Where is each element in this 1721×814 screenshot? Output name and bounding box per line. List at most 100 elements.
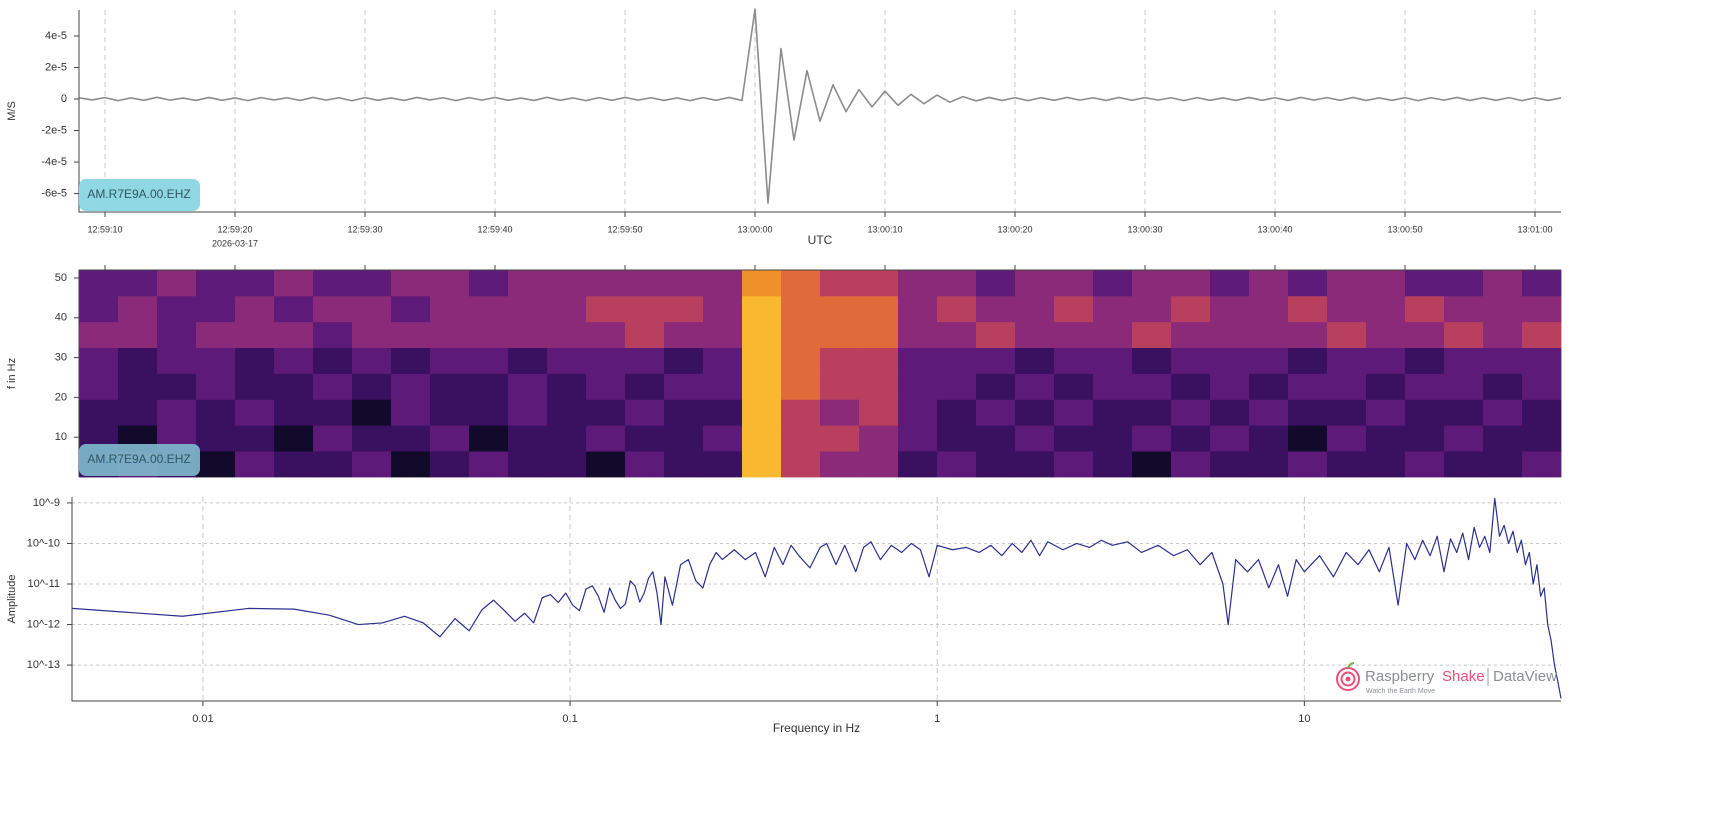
heatmap-cell xyxy=(703,295,743,323)
heatmap-cell xyxy=(586,321,626,349)
heatmap-cell xyxy=(118,270,158,297)
heatmap-cell xyxy=(625,451,665,478)
heatmap-cell xyxy=(937,321,977,349)
heatmap-cell xyxy=(1405,295,1445,323)
heatmap-cell xyxy=(1444,451,1484,478)
heatmap-cell xyxy=(1132,451,1172,478)
heatmap-cell xyxy=(1522,399,1562,426)
heatmap-cell xyxy=(1327,451,1367,478)
heatmap-cell xyxy=(1444,270,1484,297)
heatmap-cell xyxy=(703,321,743,349)
heatmap-cell xyxy=(118,373,158,400)
heatmap-cell xyxy=(469,425,509,452)
heatmap-cell xyxy=(625,295,665,323)
x-tick-label: 12:59:50 xyxy=(607,224,642,234)
heatmap-cell xyxy=(1054,373,1094,400)
heatmap-cell xyxy=(742,425,782,452)
heatmap-cell xyxy=(313,295,353,323)
heatmap-cell xyxy=(1132,373,1172,400)
heatmap-cell xyxy=(898,425,938,452)
heatmap-cell xyxy=(820,399,860,426)
heatmap-cell xyxy=(703,347,743,374)
heatmap-cell xyxy=(508,373,548,400)
heatmap-cell xyxy=(1054,451,1094,478)
heatmap-cell xyxy=(586,425,626,452)
heatmap-cell xyxy=(742,270,782,297)
x-axis-label: Frequency in Hz xyxy=(773,721,860,735)
heatmap-cell xyxy=(1483,425,1523,452)
heatmap-cell xyxy=(1483,399,1523,426)
heatmap-cell xyxy=(1015,373,1055,400)
heatmap-cell xyxy=(781,399,821,426)
heatmap-cell xyxy=(352,399,392,426)
heatmap-cell xyxy=(1288,451,1328,478)
plot-layers: 4e-5 2e-5 0 -2e-5 -4e-5 -6e-5 M/S 12:59:10 12:59… xyxy=(6,8,1562,735)
heatmap-cell xyxy=(586,451,626,478)
heatmap-cell xyxy=(391,321,431,349)
heatmap-cell xyxy=(1366,321,1406,349)
y-tick-label: 20 xyxy=(55,391,67,403)
heatmap-cell xyxy=(1327,373,1367,400)
heatmap-cell xyxy=(781,347,821,374)
heatmap-cell xyxy=(469,270,509,297)
heatmap-cell xyxy=(547,321,587,349)
heatmap-cell xyxy=(391,270,431,297)
heatmap-cell xyxy=(1015,399,1055,426)
heatmap-cell xyxy=(1522,347,1562,374)
heatmap-cell xyxy=(976,373,1016,400)
axis-line xyxy=(71,497,1561,702)
heatmap-cell xyxy=(1249,425,1289,452)
heatmap-cell xyxy=(196,399,236,426)
x-tick-label: 0.01 xyxy=(192,713,213,725)
heatmap-cell xyxy=(664,270,704,297)
logo-brand: Raspberry xyxy=(1365,668,1435,685)
heatmap-cell xyxy=(937,451,977,478)
x-tick-label: 13:00:10 xyxy=(867,224,902,234)
heatmap-cell xyxy=(1210,399,1250,426)
data-line xyxy=(78,8,1562,204)
heatmap-cell xyxy=(1288,373,1328,400)
heatmap-cell xyxy=(313,425,353,452)
heatmap-cell xyxy=(1249,347,1289,374)
heatmap-cell xyxy=(742,399,782,426)
heatmap-cell xyxy=(1522,321,1562,349)
heatmap-cell xyxy=(235,270,275,297)
heatmap-cell xyxy=(1327,425,1367,452)
heatmap-cell xyxy=(352,321,392,349)
heatmap-cell xyxy=(274,270,314,297)
x-tick-label: 13:00:30 xyxy=(1127,224,1162,234)
heatmap-cell xyxy=(1405,270,1445,297)
heatmap-cell xyxy=(1249,321,1289,349)
heatmap-cell xyxy=(664,451,704,478)
heatmap-cell xyxy=(196,451,236,478)
heatmap-cell xyxy=(313,347,353,374)
heatmap-cell xyxy=(1249,399,1289,426)
heatmap-cell xyxy=(976,451,1016,478)
heatmap-cell xyxy=(1171,321,1211,349)
heatmap-cell xyxy=(937,347,977,374)
heatmap-cell xyxy=(469,347,509,374)
heatmap-cell xyxy=(235,347,275,374)
heatmap-cell xyxy=(118,321,158,349)
heatmap-cell xyxy=(820,321,860,349)
heatmap-cell xyxy=(235,451,275,478)
heatmap-cell xyxy=(625,399,665,426)
heatmap-cell xyxy=(1093,270,1133,297)
station-label-box xyxy=(79,444,200,476)
heatmap-cell xyxy=(1366,425,1406,452)
heatmap-cell xyxy=(1132,270,1172,297)
heatmap-cell xyxy=(898,295,938,323)
heatmap-cell xyxy=(1210,321,1250,349)
heatmap-cell xyxy=(1483,347,1523,374)
heatmap-cell xyxy=(781,270,821,297)
x-axis-label: UTC xyxy=(808,233,833,247)
x-tick-label: 0.1 xyxy=(562,713,577,725)
heatmap-cell xyxy=(976,295,1016,323)
heatmap-cell xyxy=(1093,425,1133,452)
heatmap-cell xyxy=(820,347,860,374)
heatmap-cell xyxy=(547,295,587,323)
heatmap-cell xyxy=(430,295,470,323)
y-tick-label: 10^-9 xyxy=(33,497,60,509)
heatmap-cell xyxy=(1405,321,1445,349)
